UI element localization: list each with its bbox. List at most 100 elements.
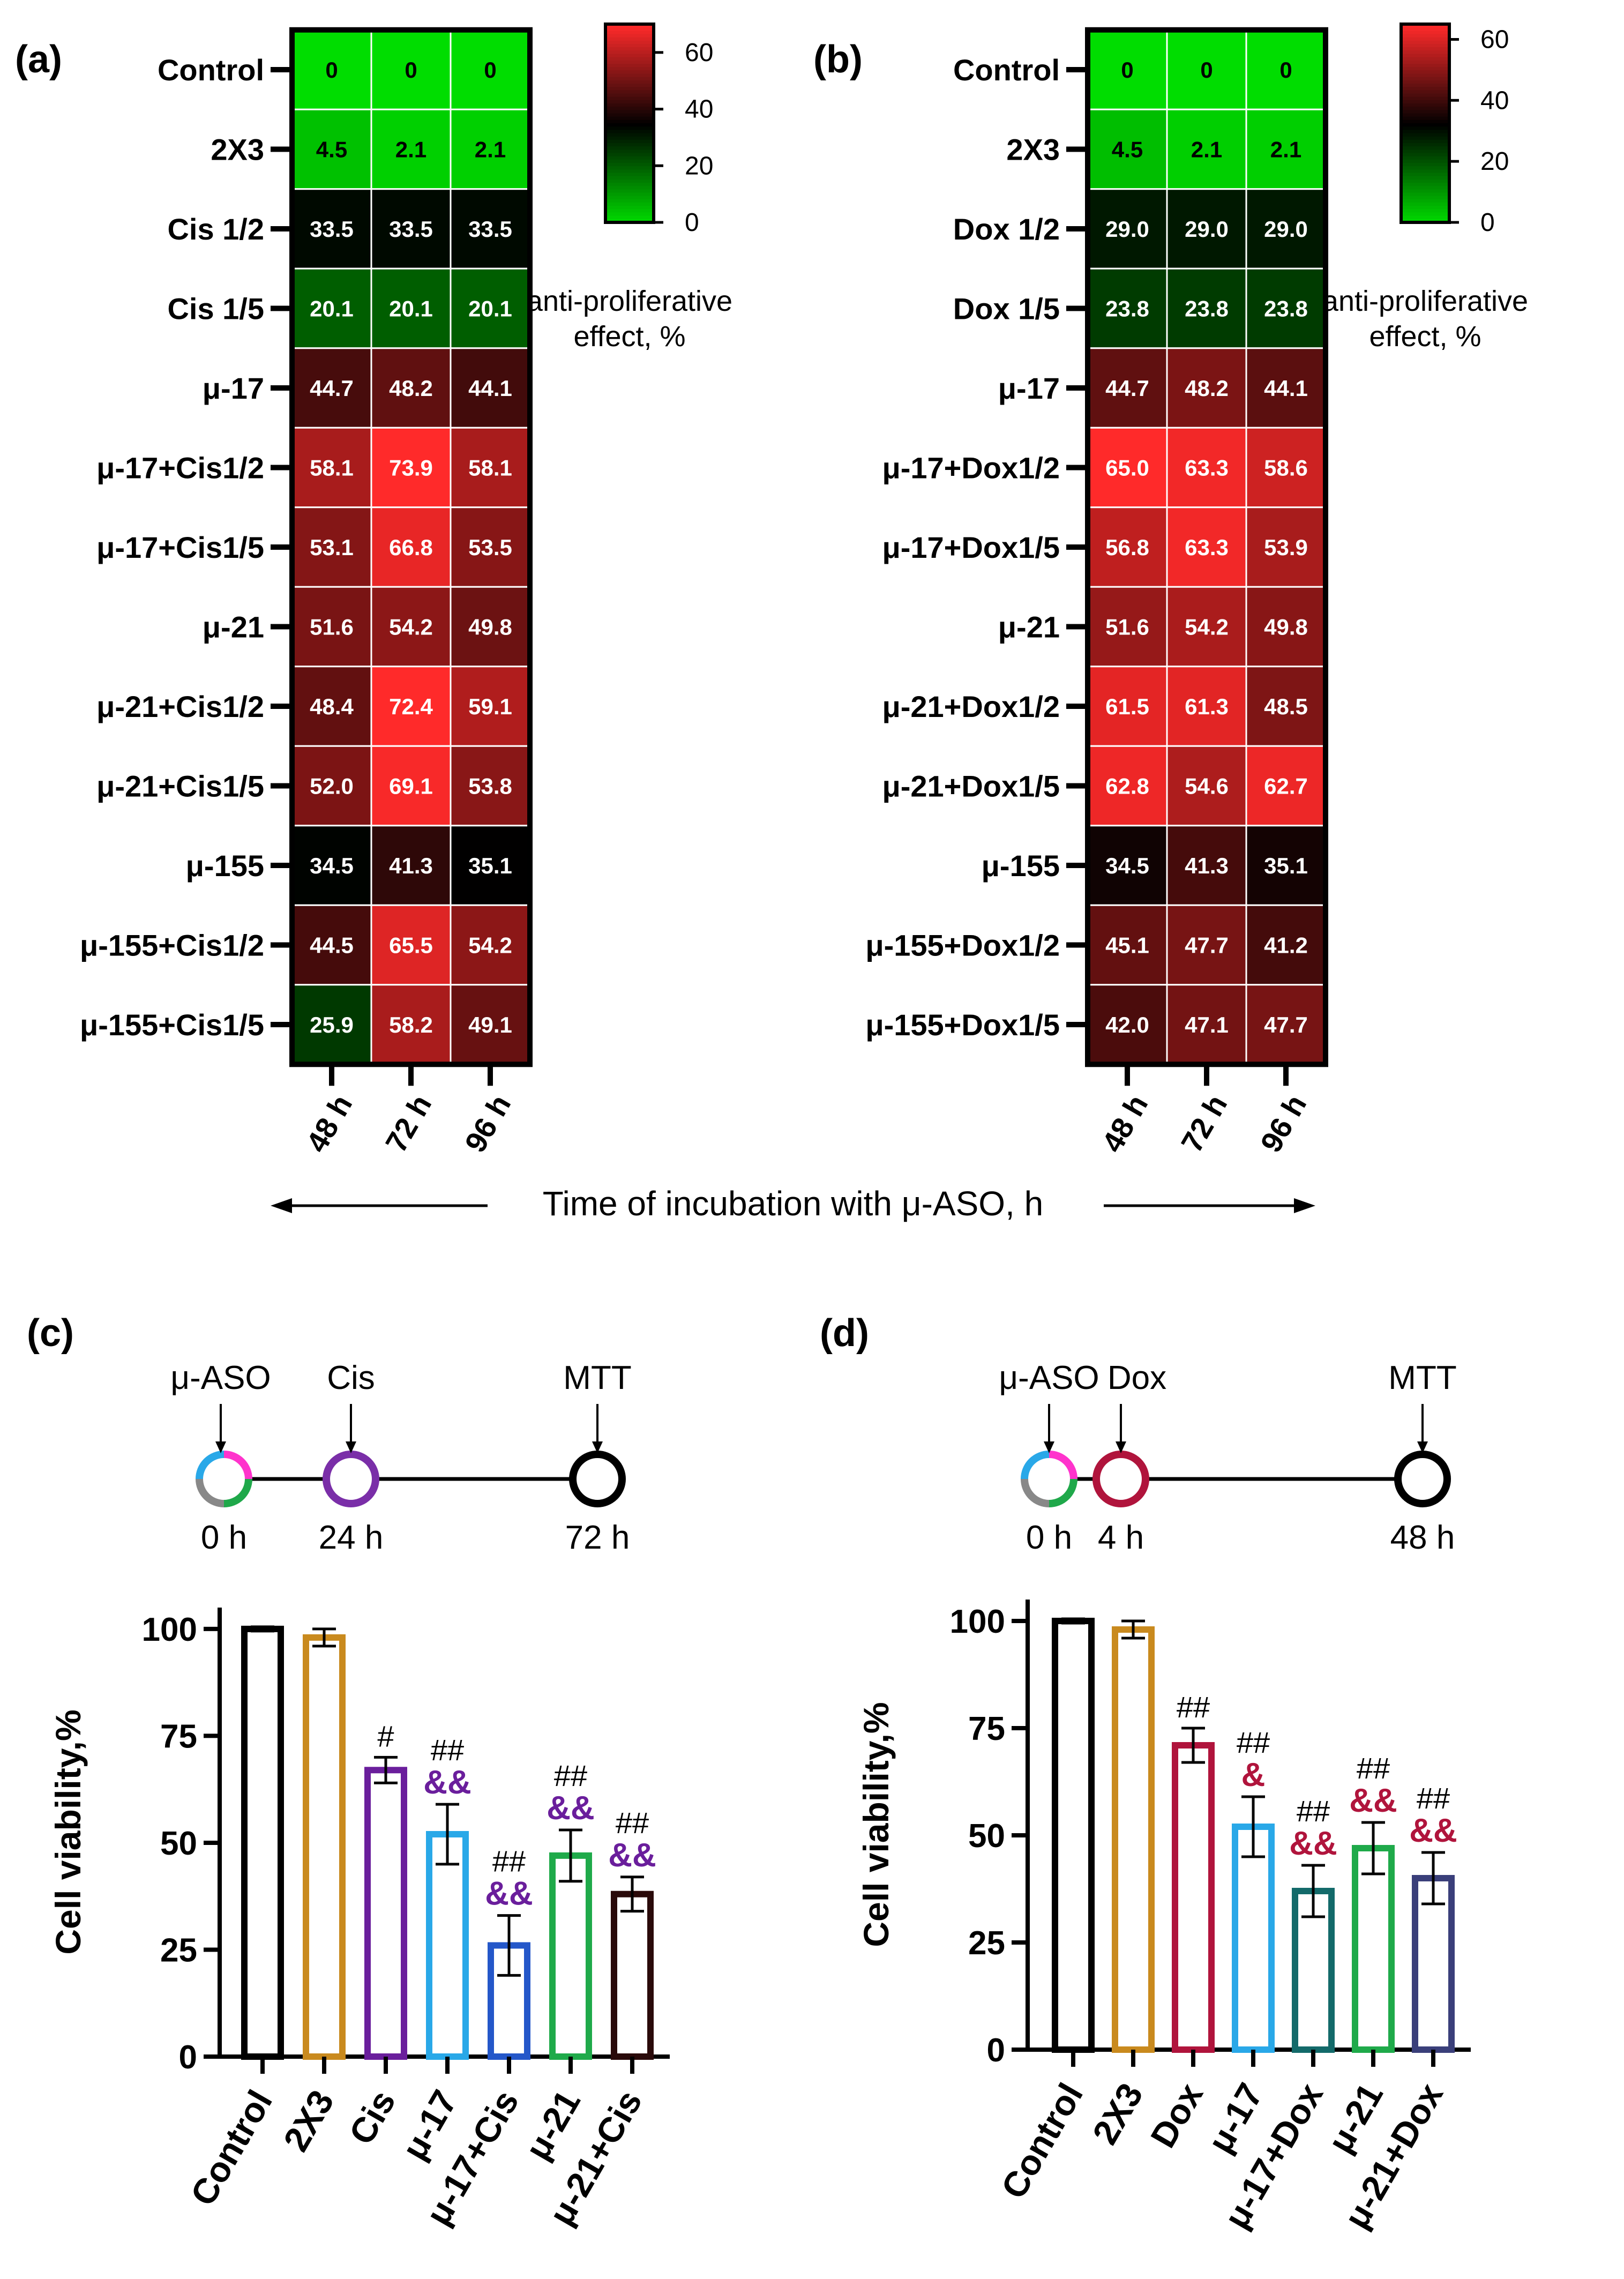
y-tick-label: 50 (968, 1818, 1005, 1855)
colorbar-band (1401, 169, 1449, 174)
heatmap-cell (1166, 29, 1247, 110)
colorbar-band (1401, 103, 1449, 108)
heatmap-cell (370, 586, 452, 668)
row-label: 2X3 (1006, 133, 1060, 167)
colorbar-band (605, 133, 654, 137)
heatmap-cell-value: 56.8 (1105, 535, 1149, 560)
heatmap-cell-value: 58.6 (1264, 455, 1308, 481)
timeline-start-circle-segment (196, 1451, 224, 1480)
colorbar-band (1401, 163, 1449, 167)
heatmap-cell (1166, 825, 1247, 906)
row-label: μ-21+Dox1/5 (882, 769, 1060, 803)
timeline-time-label: 4 h (1098, 1519, 1144, 1556)
colorbar-band (1401, 133, 1449, 137)
heatmap-cell (291, 427, 372, 509)
heatmap-cell-value: 23.8 (1264, 296, 1308, 322)
row-label: μ-17 (203, 371, 264, 405)
colorbar-tick-label: 0 (685, 208, 699, 237)
colorbar-band (605, 130, 654, 134)
heatmap-cell (291, 188, 372, 270)
heatmap-cell-value: 41.2 (1264, 933, 1308, 958)
colorbar-band (1401, 159, 1449, 163)
timeline-mtt-circle (1394, 1451, 1451, 1507)
row-label: μ-155+Dox1/5 (865, 1008, 1060, 1042)
heatmap-cell-value: 73.9 (389, 455, 433, 481)
heatmap-cell-value: 35.1 (1264, 853, 1308, 878)
row-label: 2X3 (211, 133, 264, 167)
timeline-time-label: 0 h (201, 1519, 247, 1556)
y-tick-label: 0 (179, 2039, 197, 2076)
heatmap-cell (450, 506, 531, 588)
colorbar-band (1401, 143, 1449, 147)
colorbar-band (605, 37, 654, 41)
colorbar-band (1401, 27, 1449, 32)
column-label: 48 h (300, 1089, 359, 1158)
colorbar-band (605, 143, 654, 147)
colorbar-band (605, 31, 654, 35)
y-tick-label: 100 (950, 1603, 1005, 1640)
colorbar-band (605, 215, 654, 220)
heatmap-cell-value: 47.7 (1264, 1012, 1308, 1037)
significance-mark-ampersand: && (485, 1875, 533, 1912)
y-tick-label: 75 (968, 1710, 1005, 1747)
colorbar-band (1401, 206, 1449, 210)
y-tick-label: 50 (160, 1825, 197, 1862)
heatmap-cell-value: 0 (325, 57, 338, 83)
timeline-mtt-circle (569, 1451, 626, 1507)
colorbar-tick-label: 0 (1480, 208, 1495, 237)
colorbar-band (605, 209, 654, 213)
row-label: Cis 1/2 (167, 212, 264, 246)
bar (1112, 1626, 1155, 2053)
row-label: μ-155+Cis1/2 (80, 929, 264, 962)
heatmap-cell (370, 904, 452, 986)
heatmap-cell-value: 33.5 (310, 216, 354, 242)
colorbar-band (1401, 146, 1449, 151)
colorbar-band (1401, 173, 1449, 177)
time-axis-label: Time of incubation with μ-ASO, h (543, 1184, 1043, 1223)
heatmap-cell (1245, 347, 1327, 429)
timeline-treatment-circle (1092, 1451, 1149, 1507)
heatmap-cell (1087, 267, 1168, 349)
heatmap-cell-value: 0 (1200, 57, 1213, 83)
heatmap-cell-value: 33.5 (468, 216, 512, 242)
colorbar-band (605, 203, 654, 207)
column-label: 72 h (1174, 1089, 1234, 1158)
heatmap-cell (1087, 984, 1168, 1065)
y-tick-label: 25 (160, 1932, 197, 1969)
y-tick-label: 100 (142, 1611, 197, 1648)
heatmap-cell (1166, 586, 1247, 668)
colorbar-band (1401, 116, 1449, 121)
heatmap-cell-value: 45.1 (1105, 933, 1149, 958)
heatmap-cell (1166, 984, 1247, 1065)
category-label: Control (183, 2083, 280, 2212)
heatmap-cell-value: 62.7 (1264, 774, 1308, 799)
colorbar-band (605, 57, 654, 61)
colorbar-tick-label: 20 (685, 152, 713, 180)
colorbar-band (605, 173, 654, 177)
heatmap-cell (370, 347, 452, 429)
colorbar-band (1401, 212, 1449, 216)
heatmap-cell-value: 48.4 (310, 694, 354, 719)
significance-mark-ampersand: & (1241, 1757, 1266, 1794)
row-label: μ-21+Cis1/2 (96, 690, 264, 723)
colorbar-band (1401, 57, 1449, 61)
heatmap-cell-value: 54.2 (389, 615, 433, 640)
colorbar-band (605, 67, 654, 71)
heatmap-cell-value: 58.2 (389, 1012, 433, 1037)
colorbar-band (605, 27, 654, 32)
colorbar-band (605, 54, 654, 58)
significance-mark-ampersand: && (608, 1837, 656, 1874)
time-arrowhead-right (1294, 1198, 1315, 1213)
colorbar-tick-label: 40 (1480, 86, 1509, 115)
shared-time-axis: Time of incubation with μ-ASO, h (271, 1184, 1315, 1223)
colorbar-band (605, 119, 654, 124)
heatmap-cell (1087, 108, 1168, 190)
heatmap-cell-value: 34.5 (1105, 853, 1149, 878)
colorbar-band (1401, 139, 1449, 144)
row-label: Cis 1/5 (167, 292, 264, 326)
colorbar-tick-label: 60 (1480, 25, 1509, 54)
colorbar-band (605, 150, 654, 154)
heatmap-cell-value: 66.8 (389, 535, 433, 560)
significance-mark-hash: ## (616, 1806, 649, 1840)
heatmap-cell (1087, 347, 1168, 429)
